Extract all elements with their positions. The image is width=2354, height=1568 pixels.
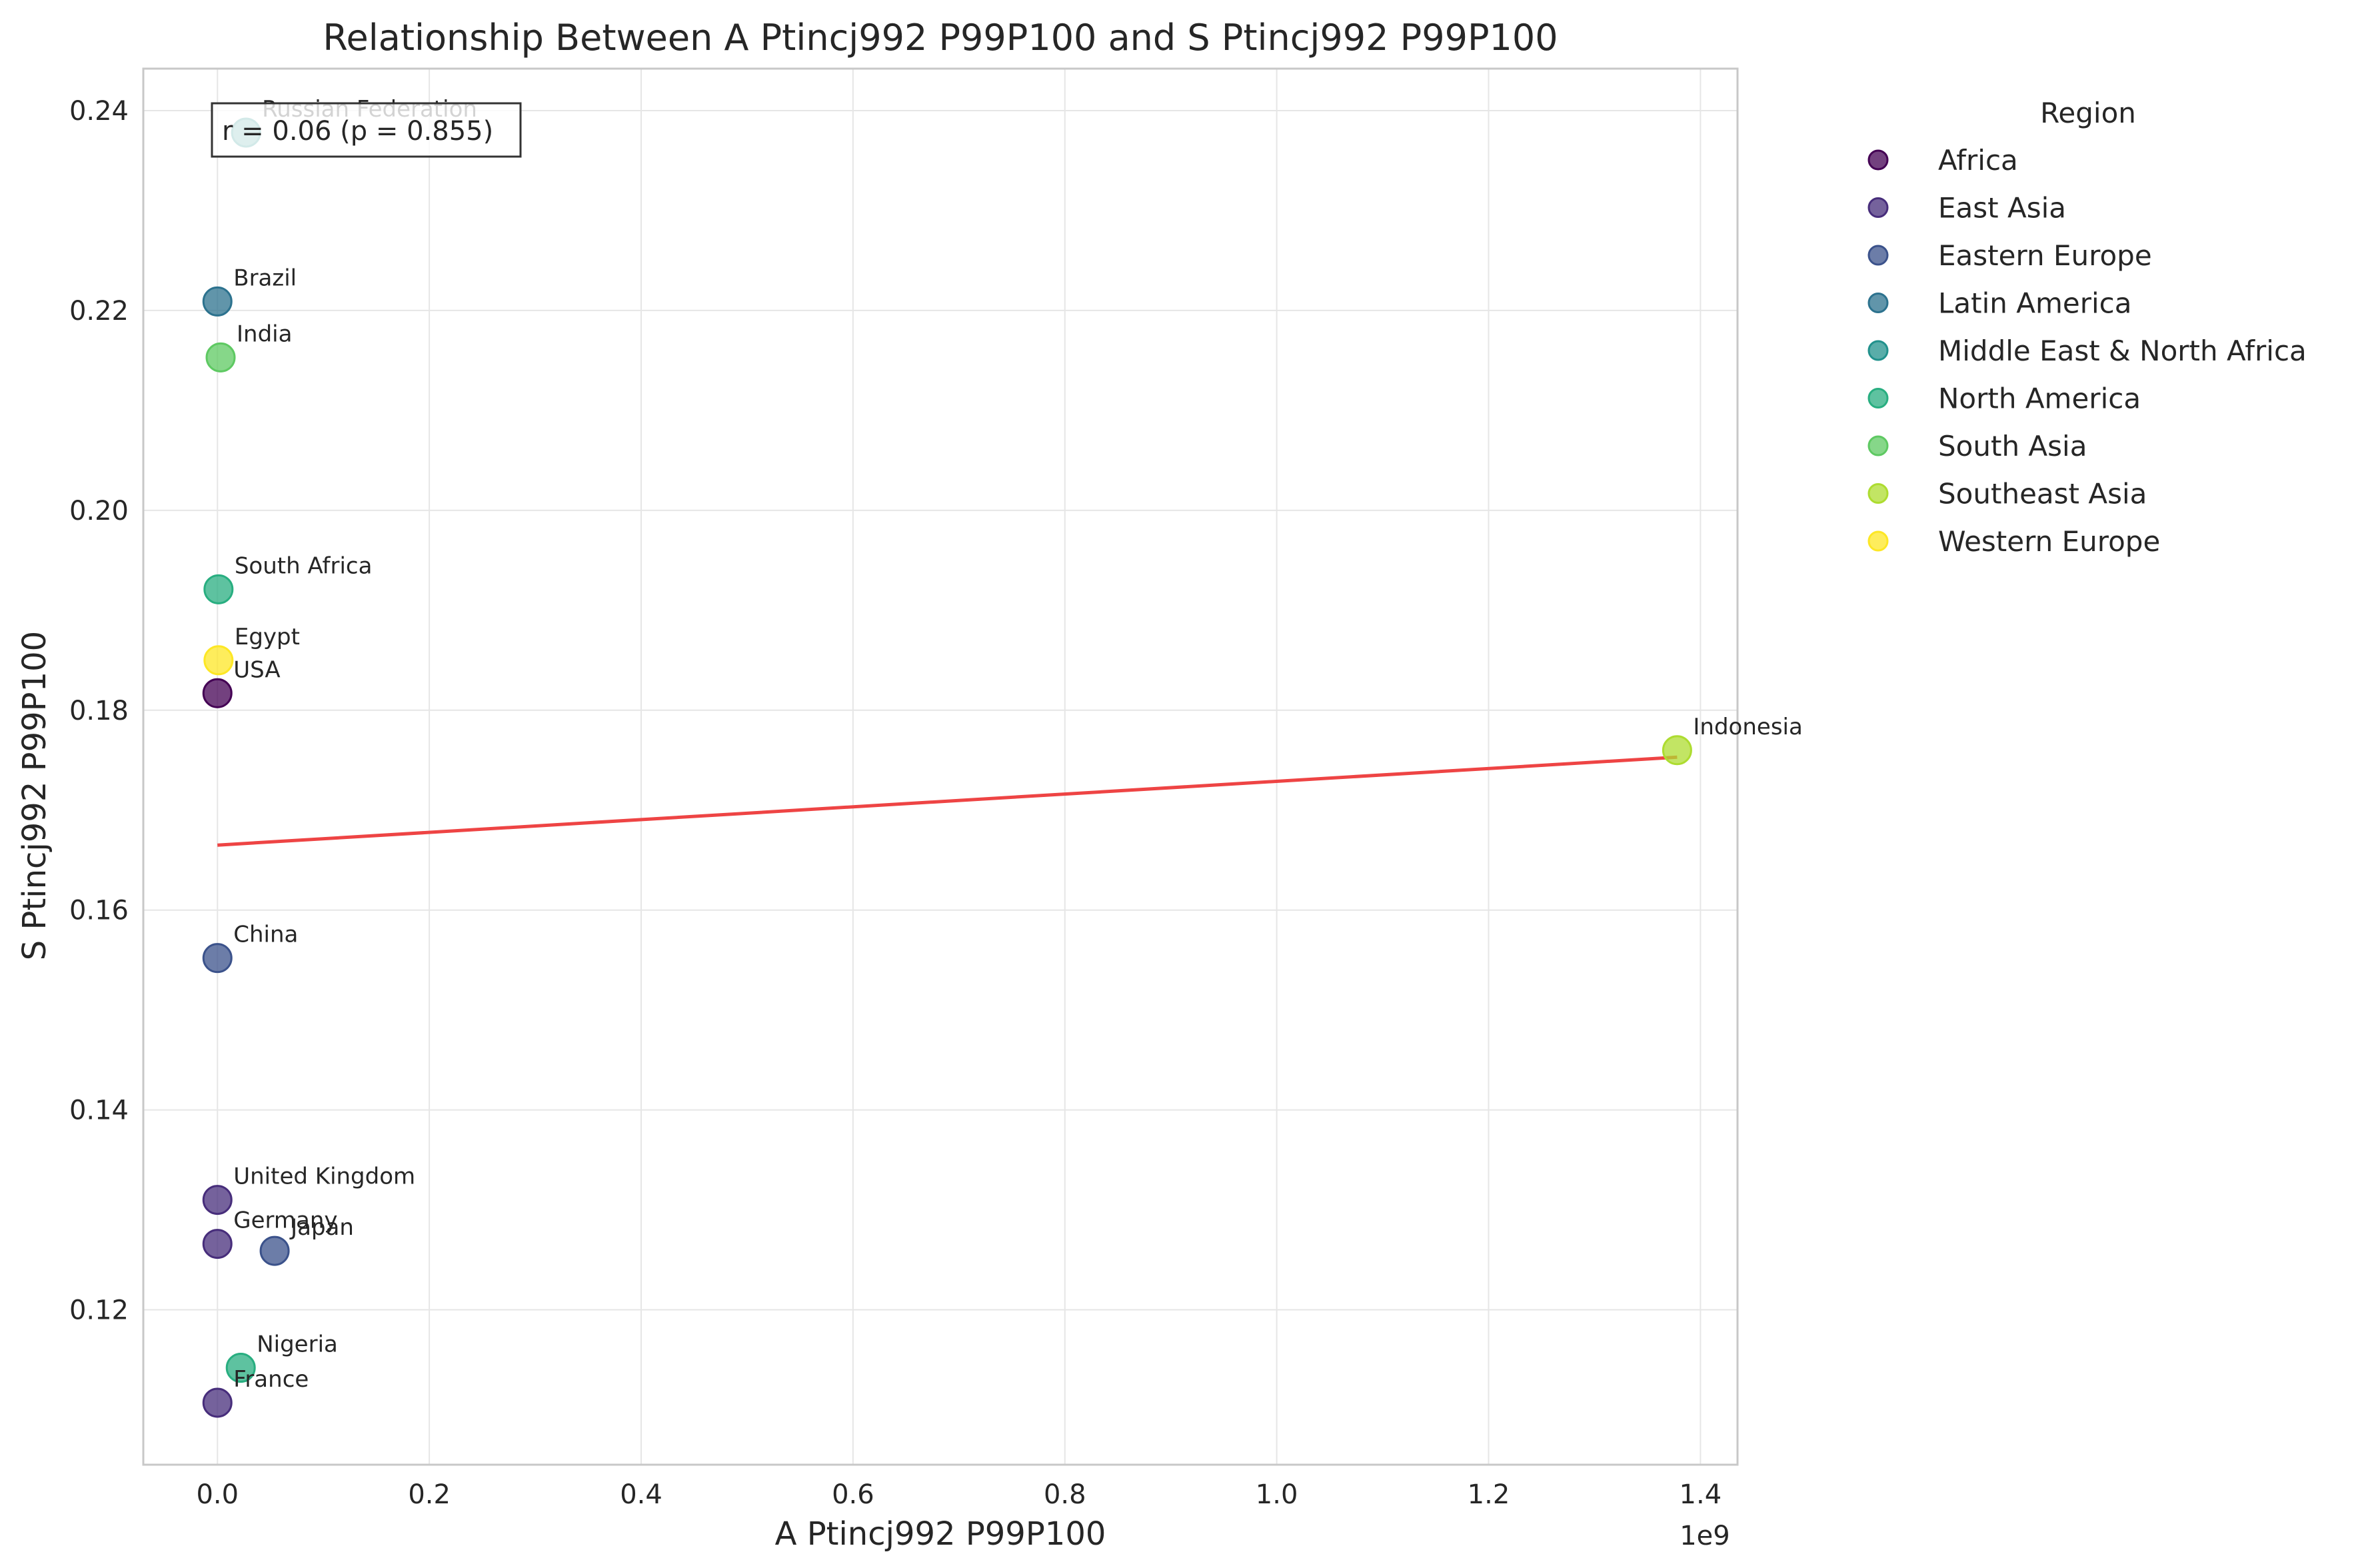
point-label: Japan xyxy=(289,1214,354,1241)
data-point xyxy=(202,678,233,708)
legend-marker xyxy=(1867,149,1889,171)
y-tick-label: 0.18 xyxy=(69,696,129,726)
point-label: France xyxy=(233,1366,309,1393)
y-axis-title: S Ptincj992 P99P100 xyxy=(16,631,53,960)
data-point xyxy=(203,574,234,604)
x-axis-title: A Ptincj992 P99P100 xyxy=(775,1515,1106,1553)
point-label: Indonesia xyxy=(1693,714,1802,740)
data-point xyxy=(205,342,236,373)
point-label: Germany xyxy=(233,1207,337,1234)
legend-label: North America xyxy=(1938,383,2141,415)
legend-marker xyxy=(1867,483,1889,504)
point-label: USA xyxy=(233,656,280,683)
y-tick-label: 0.14 xyxy=(69,1096,129,1126)
x-tick-label: 0.4 xyxy=(620,1479,662,1510)
x-tick-label: 0.6 xyxy=(832,1479,874,1510)
legend-marker xyxy=(1867,530,1889,552)
y-gridlines xyxy=(143,109,1738,1311)
y-tick-label: 0.20 xyxy=(69,496,129,526)
data-point xyxy=(202,1387,233,1418)
legend-label: East Asia xyxy=(1938,192,2066,225)
y-tick-label: 0.12 xyxy=(69,1295,129,1326)
data-point xyxy=(259,1235,290,1266)
point-label: United Kingdom xyxy=(233,1164,415,1190)
legend-label: Latin America xyxy=(1938,287,2132,320)
legend-marker xyxy=(1867,340,1889,361)
correlation-annotation: r = 0.06 (p = 0.855) xyxy=(211,102,522,158)
legend-label: Western Europe xyxy=(1938,525,2160,558)
data-point xyxy=(202,286,233,317)
x-tick-label: 1.0 xyxy=(1256,1479,1298,1510)
legend-label: South Asia xyxy=(1938,430,2087,462)
legend-marker xyxy=(1867,435,1889,456)
legend-marker xyxy=(1867,197,1889,218)
data-points xyxy=(202,117,1692,1418)
point-labels: Russian FederationBrazilIndiaSouth Afric… xyxy=(233,96,1803,1393)
plot-frame xyxy=(142,67,1739,1466)
annotation-text: r = 0.06 (p = 0.855) xyxy=(222,116,493,147)
x-tick-label: 1.4 xyxy=(1680,1479,1722,1510)
legend: Region Africa East Asia Eastern Europe Lati… xyxy=(1867,97,2307,558)
legend-marker xyxy=(1867,388,1889,408)
chart-title: Relationship Between A Ptincj992 P99P100… xyxy=(323,17,1558,59)
legend-entries: Africa East Asia Eastern Europe Latin Ameri… xyxy=(1867,144,2307,558)
x-gridlines xyxy=(217,69,1702,1465)
y-tick-labels: 0.12 0.14 0.16 0.18 0.20 0.22 0.24 xyxy=(69,96,129,1326)
legend-label: Southeast Asia xyxy=(1938,478,2147,510)
point-label: Nigeria xyxy=(257,1331,338,1358)
y-tick-label: 0.16 xyxy=(69,896,129,926)
trend-line xyxy=(217,755,1678,847)
legend-label: Eastern Europe xyxy=(1938,239,2152,272)
x-tick-label: 1.2 xyxy=(1468,1479,1510,1510)
x-scale-multiplier: 1e9 xyxy=(1680,1521,1730,1551)
data-point xyxy=(202,943,233,974)
data-point xyxy=(225,1353,256,1383)
x-tick-label: 0.8 xyxy=(1044,1479,1086,1510)
point-label: India xyxy=(237,321,292,347)
y-tick-label: 0.22 xyxy=(69,296,129,327)
legend-label: Middle East & North Africa xyxy=(1938,335,2307,367)
legend-marker xyxy=(1867,293,1889,313)
data-point xyxy=(202,1185,233,1215)
point-label: Egypt xyxy=(235,624,300,650)
legend-label: Africa xyxy=(1938,144,2018,177)
x-tick-label: 0.0 xyxy=(196,1479,239,1510)
point-label: Brazil xyxy=(233,265,297,291)
point-label: South Africa xyxy=(235,552,373,579)
data-point xyxy=(1662,735,1692,766)
legend-marker xyxy=(1867,245,1889,266)
data-point xyxy=(202,1229,233,1259)
data-point xyxy=(203,645,234,676)
x-tick-labels: 0.0 0.2 0.4 0.6 0.8 1.0 1.2 1.4 xyxy=(196,1479,1722,1510)
point-label: China xyxy=(233,922,298,948)
annotation-box xyxy=(211,102,522,158)
y-tick-label: 0.24 xyxy=(69,96,129,127)
legend-title: Region xyxy=(2040,97,2136,129)
x-tick-label: 0.2 xyxy=(408,1479,451,1510)
